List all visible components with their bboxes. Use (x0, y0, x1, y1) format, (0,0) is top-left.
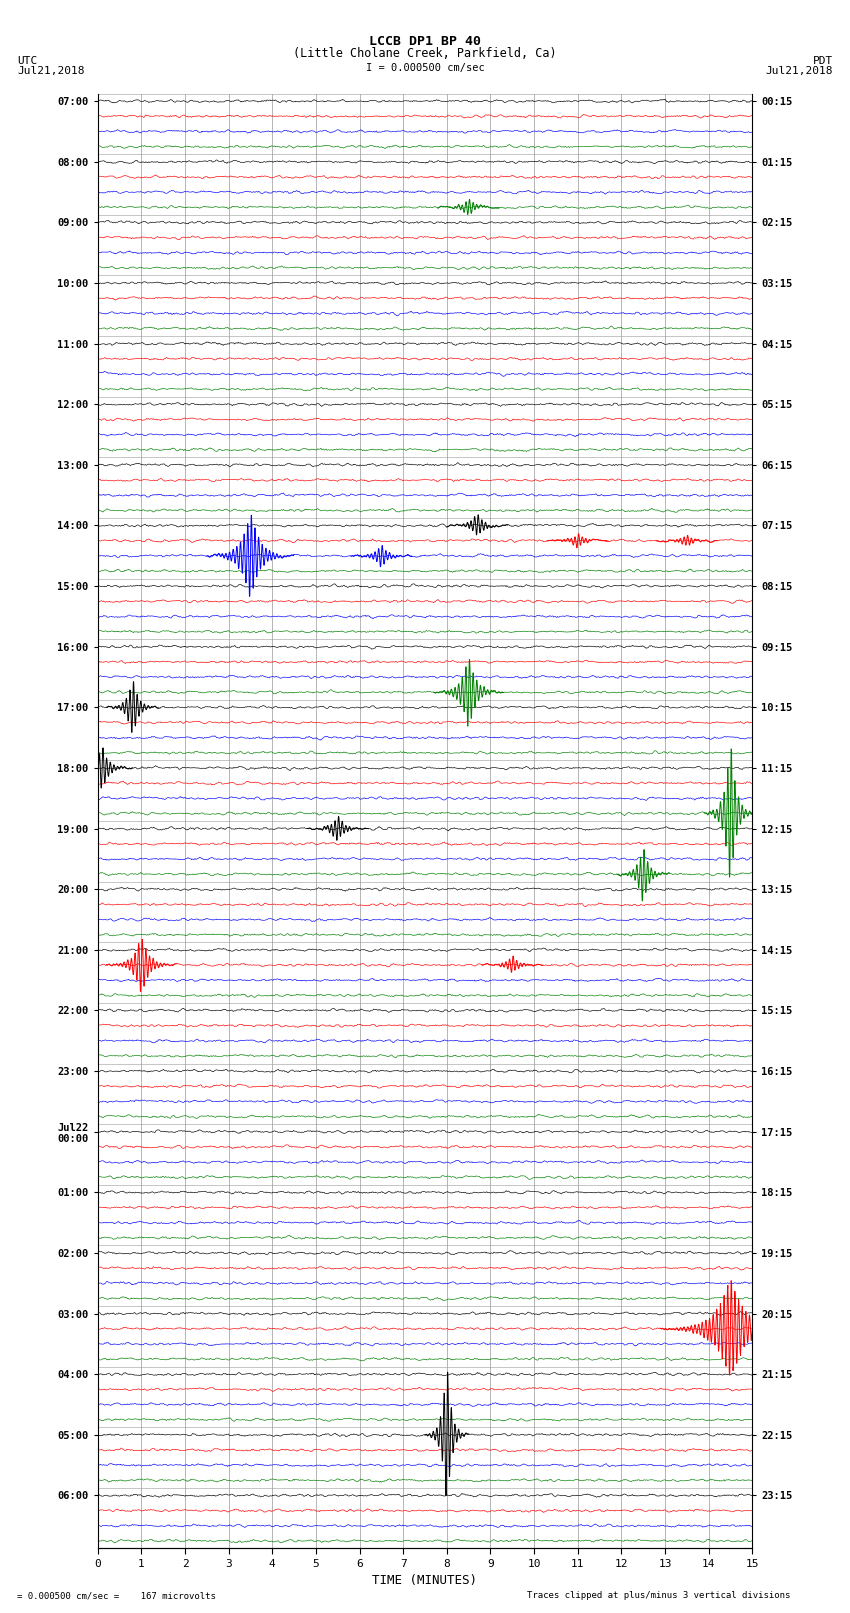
Text: LCCB DP1 BP 40: LCCB DP1 BP 40 (369, 35, 481, 48)
Text: PDT: PDT (813, 56, 833, 66)
Text: = 0.000500 cm/sec =    167 microvolts: = 0.000500 cm/sec = 167 microvolts (17, 1590, 216, 1600)
Text: Traces clipped at plus/minus 3 vertical divisions: Traces clipped at plus/minus 3 vertical … (527, 1590, 790, 1600)
Text: UTC: UTC (17, 56, 37, 66)
Text: Jul21,2018: Jul21,2018 (17, 66, 84, 76)
Text: Jul21,2018: Jul21,2018 (766, 66, 833, 76)
Text: I = 0.000500 cm/sec: I = 0.000500 cm/sec (366, 63, 484, 73)
X-axis label: TIME (MINUTES): TIME (MINUTES) (372, 1574, 478, 1587)
Text: (Little Cholane Creek, Parkfield, Ca): (Little Cholane Creek, Parkfield, Ca) (293, 47, 557, 60)
